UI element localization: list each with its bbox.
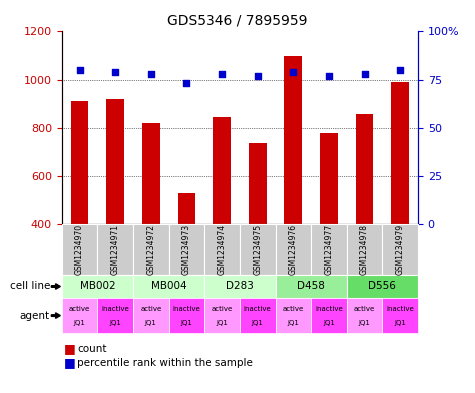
Point <box>76 67 84 73</box>
Text: GSM1234979: GSM1234979 <box>396 224 405 275</box>
Text: active: active <box>283 306 304 312</box>
Text: JQ1: JQ1 <box>145 320 157 326</box>
Text: GSM1234974: GSM1234974 <box>218 224 227 275</box>
Text: percentile rank within the sample: percentile rank within the sample <box>77 358 253 368</box>
Bar <box>285 55 302 224</box>
Text: ■: ■ <box>64 342 76 356</box>
Text: JQ1: JQ1 <box>252 320 264 326</box>
Text: JQ1: JQ1 <box>287 320 299 326</box>
Text: inactive: inactive <box>386 306 414 312</box>
Point <box>396 67 404 73</box>
Text: count: count <box>77 344 107 354</box>
Bar <box>356 114 373 224</box>
Point <box>111 69 119 75</box>
Text: GDS5346 / 7895959: GDS5346 / 7895959 <box>167 14 308 28</box>
Text: GSM1234976: GSM1234976 <box>289 224 298 275</box>
Point <box>361 71 369 77</box>
Text: GSM1234970: GSM1234970 <box>75 224 84 275</box>
Text: JQ1: JQ1 <box>323 320 335 326</box>
Text: GSM1234971: GSM1234971 <box>111 224 120 275</box>
Text: inactive: inactive <box>172 306 200 312</box>
Point <box>147 71 155 77</box>
Text: ■: ■ <box>64 356 76 369</box>
Text: active: active <box>140 306 162 312</box>
Text: JQ1: JQ1 <box>216 320 228 326</box>
Bar <box>320 132 338 224</box>
Text: inactive: inactive <box>244 306 272 312</box>
Text: JQ1: JQ1 <box>109 320 121 326</box>
Text: active: active <box>69 306 90 312</box>
Point <box>182 80 190 86</box>
Bar <box>391 82 409 224</box>
Point <box>289 69 297 75</box>
Text: D458: D458 <box>297 281 325 292</box>
Text: D283: D283 <box>226 281 254 292</box>
Text: active: active <box>211 306 233 312</box>
Text: MB004: MB004 <box>151 281 187 292</box>
Text: GSM1234977: GSM1234977 <box>324 224 333 275</box>
Text: D556: D556 <box>369 281 396 292</box>
Bar <box>142 123 160 224</box>
Text: agent: agent <box>20 310 50 321</box>
Text: JQ1: JQ1 <box>74 320 86 326</box>
Bar <box>213 117 231 224</box>
Text: inactive: inactive <box>315 306 343 312</box>
Bar <box>106 99 124 224</box>
Text: GSM1234978: GSM1234978 <box>360 224 369 275</box>
Point <box>218 71 226 77</box>
Bar <box>249 143 266 224</box>
Text: GSM1234973: GSM1234973 <box>182 224 191 275</box>
Text: MB002: MB002 <box>80 281 115 292</box>
Text: GSM1234975: GSM1234975 <box>253 224 262 275</box>
Text: GSM1234972: GSM1234972 <box>146 224 155 275</box>
Bar <box>178 193 195 224</box>
Point <box>325 73 332 79</box>
Text: inactive: inactive <box>101 306 129 312</box>
Bar <box>71 101 88 224</box>
Text: cell line: cell line <box>10 281 50 292</box>
Point <box>254 73 261 79</box>
Text: JQ1: JQ1 <box>359 320 370 326</box>
Text: JQ1: JQ1 <box>180 320 192 326</box>
Text: JQ1: JQ1 <box>394 320 406 326</box>
Text: active: active <box>354 306 375 312</box>
